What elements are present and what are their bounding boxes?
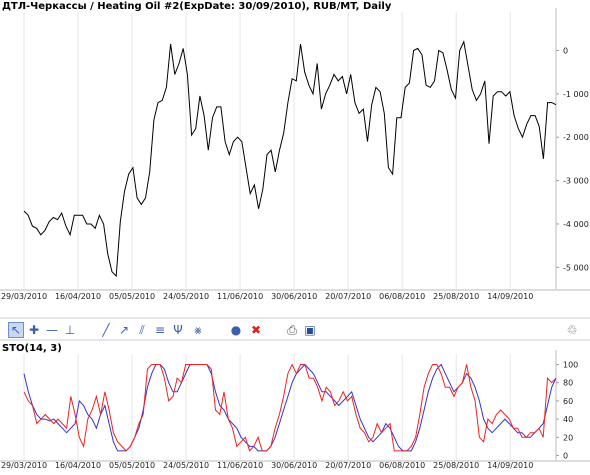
x-tick-label: 24/05/2010 xyxy=(163,292,209,301)
x-tick-label: 20/07/2010 xyxy=(325,292,371,301)
d-line xyxy=(23,363,557,452)
x-tick-label: 14/09/2010 xyxy=(487,292,533,301)
y-tick-label: -5 000 xyxy=(563,263,589,272)
y-tick-label: 20 xyxy=(563,433,573,442)
y-tick-label: -2 000 xyxy=(563,133,589,142)
ray-icon[interactable]: ↗ xyxy=(118,323,130,337)
chart-title: ДТЛ-Черкассы / Heating Oil #2(ExpDate: 3… xyxy=(2,1,392,12)
price-line xyxy=(23,40,557,278)
horizontal-line-icon[interactable]: — xyxy=(46,323,58,337)
x-tick-label: 29/03/2010 xyxy=(1,461,47,470)
x-tick-label: 29/03/2010 xyxy=(1,292,47,301)
y-tick-label: -1 000 xyxy=(563,90,589,99)
andrews-pitchfork-icon[interactable]: Ψ xyxy=(173,323,183,337)
x-tick-label: 25/08/2010 xyxy=(433,292,479,301)
x-tick-label: 14/09/2010 xyxy=(487,461,533,470)
y-tick-label: 0 xyxy=(563,451,568,460)
y-tick-label: 100 xyxy=(563,361,578,370)
y-tick-label: -4 000 xyxy=(563,220,589,229)
x-tick-label: 30/06/2010 xyxy=(271,292,317,301)
y-tick-label: -3 000 xyxy=(563,177,589,186)
print-icon[interactable]: ⎙ xyxy=(287,322,297,337)
x-tick-label: 20/07/2010 xyxy=(325,461,371,470)
x-tick-label: 05/05/2010 xyxy=(109,292,155,301)
x-tick-label: 30/06/2010 xyxy=(271,461,317,470)
fibonacci-icon[interactable]: ≡ xyxy=(154,323,166,337)
x-tick-label: 16/04/2010 xyxy=(55,292,101,301)
y-tick-label: 80 xyxy=(563,379,573,388)
cursor-arrow-icon[interactable]: ↖ xyxy=(8,322,24,338)
x-tick-label: 06/08/2010 xyxy=(379,461,425,470)
gann-fan-icon[interactable]: ⨳ xyxy=(194,322,202,337)
y-tick-label: 0 xyxy=(563,47,568,56)
drawing-toolbar: ↖ ✚ — ⊥ ╱ ↗ ⫽ ≡ Ψ ⨳ ● ✖ ⎙ ▣ ♲ xyxy=(0,320,590,340)
trendline-icon[interactable]: ╱ xyxy=(102,323,110,337)
parallel-channel-icon[interactable]: ⫽ xyxy=(139,322,145,337)
vertical-line-icon[interactable]: ⊥ xyxy=(64,323,76,337)
delete-drawings-icon[interactable]: ✖ xyxy=(250,323,262,337)
save-icon[interactable]: ▣ xyxy=(304,323,316,337)
crosshair-icon[interactable]: ✚ xyxy=(28,323,40,337)
x-tick-label: 11/06/2010 xyxy=(217,292,263,301)
x-tick-label: 11/06/2010 xyxy=(217,461,263,470)
x-tick-label: 06/08/2010 xyxy=(379,292,425,301)
comment-icon[interactable]: ● xyxy=(230,323,242,337)
y-tick-label: 60 xyxy=(563,397,573,406)
trash-icon[interactable]: ♲ xyxy=(566,323,578,337)
x-tick-label: 16/04/2010 xyxy=(55,461,101,470)
x-tick-label: 05/05/2010 xyxy=(109,461,155,470)
oscillator-title: STO(14, 3) xyxy=(2,343,62,354)
k-line xyxy=(23,363,557,452)
y-tick-label: 40 xyxy=(563,415,573,424)
x-tick-label: 24/05/2010 xyxy=(163,461,209,470)
x-tick-label: 25/08/2010 xyxy=(433,461,479,470)
